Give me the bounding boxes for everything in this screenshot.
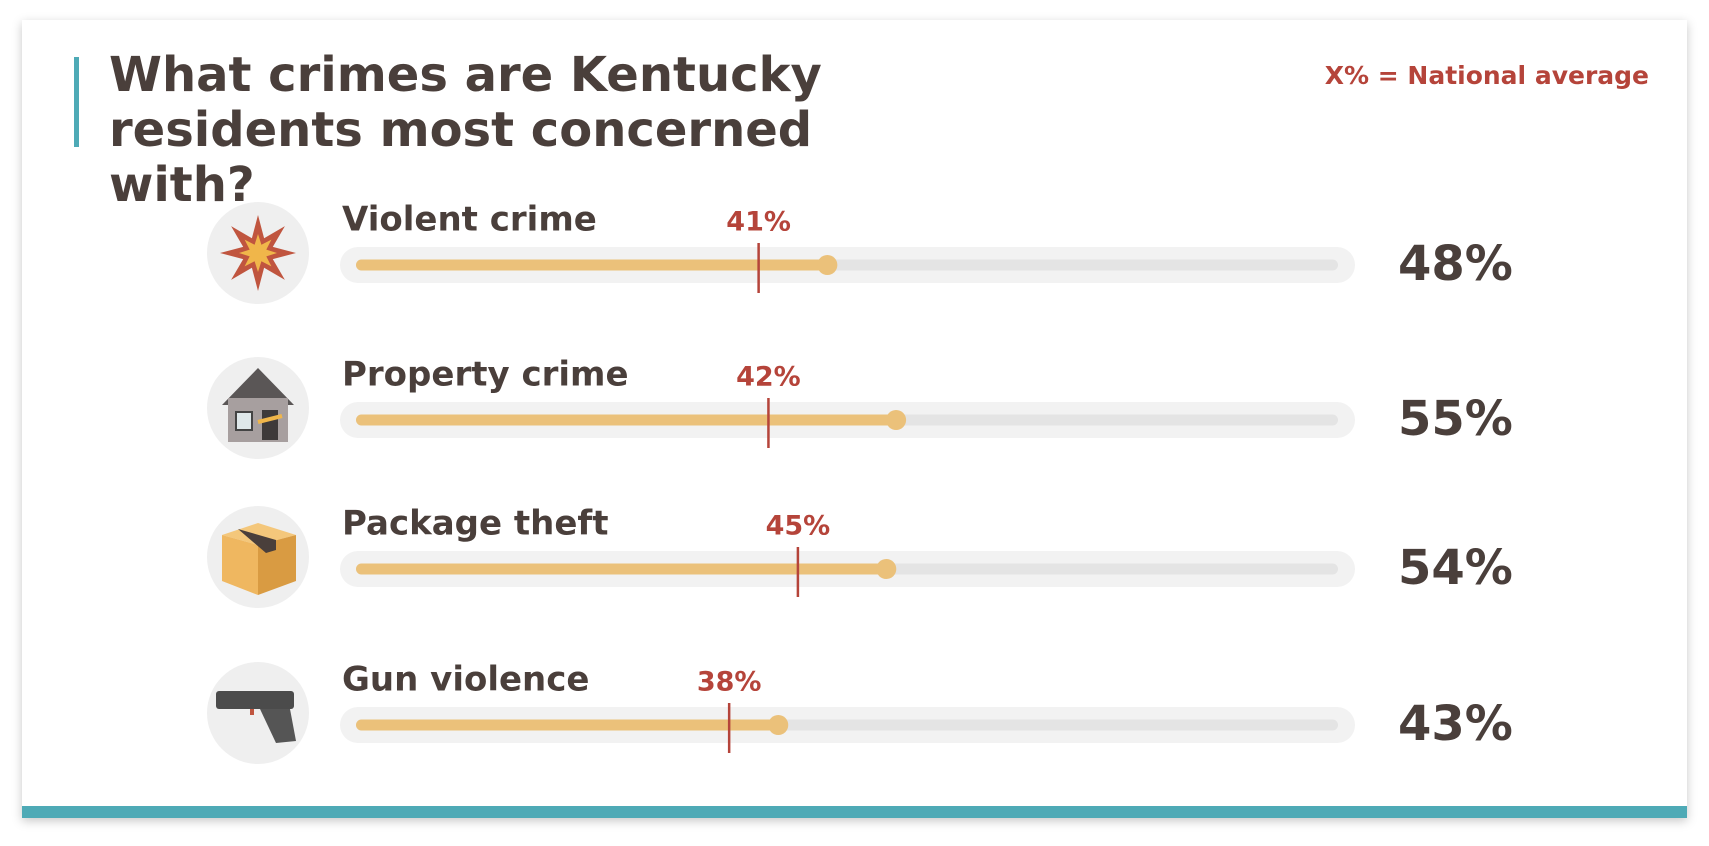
bar-end [886, 410, 907, 430]
category-label: Property crime [342, 355, 629, 395]
icon [216, 691, 296, 743]
category-label: Gun violence [342, 660, 589, 700]
category-label: Violent crime [342, 200, 597, 240]
icon [262, 410, 278, 440]
legend-note: X% = National average [1325, 61, 1649, 90]
icon [260, 709, 296, 743]
national-average-label: 38% [697, 667, 762, 698]
bar-end [876, 559, 897, 579]
chart-title: What crimes are Kentucky residents most … [109, 47, 822, 213]
icon [222, 368, 294, 405]
icon [216, 691, 294, 709]
bar [356, 559, 897, 579]
icon [239, 234, 277, 272]
icon [235, 411, 253, 431]
bar-fill [356, 259, 828, 271]
icon [222, 523, 296, 545]
bar-end [817, 255, 838, 275]
title-accent [74, 57, 79, 147]
bar [356, 255, 838, 275]
bar [356, 410, 907, 430]
icon-circle [207, 662, 309, 764]
icon [220, 215, 296, 291]
value-label: 54% [1398, 540, 1513, 596]
icon [222, 535, 258, 595]
bottom-stripe [22, 806, 1687, 818]
national-average-label: 42% [736, 362, 801, 393]
icon [257, 414, 283, 424]
bar [356, 715, 789, 735]
national-average-label: 41% [726, 207, 791, 238]
icon [250, 709, 254, 715]
value-label: 43% [1398, 696, 1513, 752]
icon [222, 523, 296, 595]
bar-fill [356, 563, 887, 575]
category-label: Package theft [342, 504, 608, 544]
national-average-label: 45% [766, 511, 831, 542]
icon [238, 529, 276, 553]
value-label: 55% [1398, 391, 1513, 447]
bar-end [768, 715, 789, 735]
icon [222, 368, 294, 442]
bar-fill [356, 414, 897, 426]
value-label: 48% [1398, 236, 1513, 292]
bar-fill [356, 719, 779, 731]
